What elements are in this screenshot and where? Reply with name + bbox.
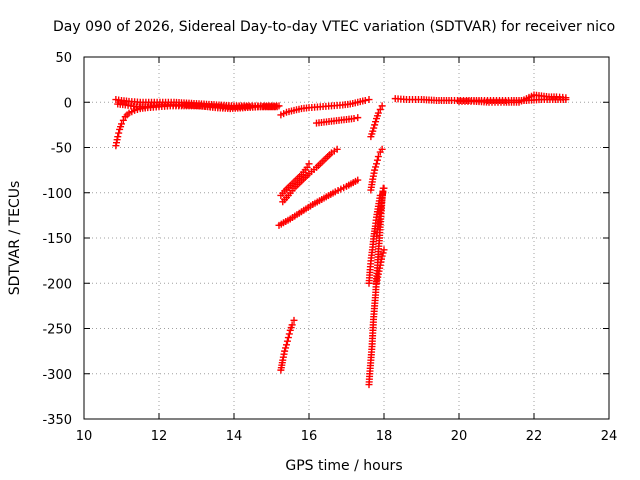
data-point [378, 102, 386, 110]
data-point [354, 176, 362, 184]
data-point [380, 246, 388, 254]
data-point [378, 145, 386, 153]
y-tick-label: -350 [42, 413, 72, 428]
data-point [361, 96, 369, 104]
data-point [370, 124, 378, 132]
axis-ticks: 10 12 14 16 18 20 22 24 50 0 -50 -100 -150 -200 -250 -3… [42, 51, 617, 444]
x-tick-label: 16 [301, 429, 318, 444]
data-point [303, 163, 311, 171]
x-tick-label: 24 [601, 429, 618, 444]
data-point [281, 347, 289, 355]
data-point [271, 103, 279, 111]
data-point [354, 114, 362, 122]
data-point [283, 341, 290, 349]
data-point [372, 118, 380, 126]
data-point [373, 160, 380, 168]
data-point [114, 133, 122, 141]
y-tick-label: -300 [42, 368, 72, 383]
x-tick-label: 20 [451, 429, 468, 444]
x-axis-label: GPS time / hours [285, 458, 402, 474]
y-tick-label: -100 [42, 187, 72, 202]
data-point [373, 156, 381, 164]
data-point [369, 127, 377, 135]
data-points [112, 91, 570, 389]
grid-lines [84, 57, 609, 419]
data-point [380, 184, 388, 192]
x-tick-label: 10 [76, 429, 93, 444]
data-point [118, 120, 125, 128]
y-tick-label: -250 [42, 323, 72, 338]
chart-title: Day 090 of 2026, Sidereal Day-to-day VTE… [53, 19, 615, 35]
data-point [119, 116, 127, 124]
x-tick-label: 14 [226, 429, 243, 444]
data-point [379, 249, 387, 257]
data-point [374, 109, 382, 117]
data-point [365, 96, 373, 104]
data-point [371, 121, 379, 129]
plot-border [83, 56, 610, 420]
y-axis-label: SDTVAR / TECUs [7, 181, 23, 296]
data-point [372, 163, 380, 171]
data-point [350, 115, 358, 123]
x-tick-label: 22 [526, 429, 543, 444]
data-point [282, 344, 290, 352]
data-point [379, 189, 387, 197]
y-tick-label: -200 [42, 277, 72, 292]
data-point [285, 330, 293, 338]
data-point [374, 153, 382, 161]
data-point [275, 102, 283, 110]
y-tick-label: -50 [51, 142, 72, 157]
data-point [283, 337, 291, 345]
x-tick-label: 18 [376, 429, 393, 444]
data-point [288, 321, 296, 329]
data-point [562, 94, 570, 102]
data-point [333, 145, 341, 153]
data-point [115, 129, 123, 137]
y-tick-label: 0 [64, 96, 72, 111]
data-point [290, 316, 298, 324]
data-point [305, 160, 313, 168]
data-point [284, 334, 292, 342]
y-tick-label: -150 [42, 232, 72, 247]
x-tick-label: 12 [151, 429, 168, 444]
data-point [378, 252, 386, 260]
data-point [371, 166, 379, 174]
y-tick-label: 50 [55, 51, 72, 66]
data-point [376, 105, 384, 113]
